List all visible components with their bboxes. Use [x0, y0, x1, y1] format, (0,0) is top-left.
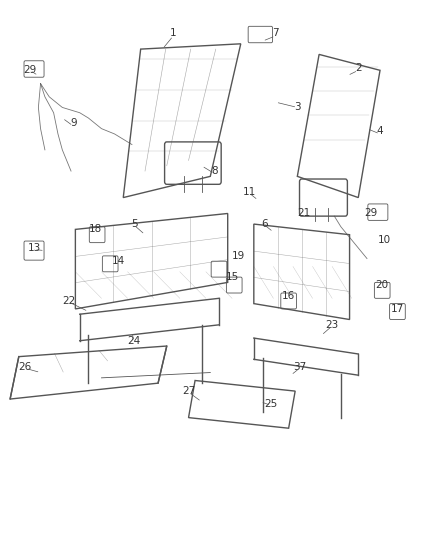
- Text: 19: 19: [232, 251, 245, 261]
- Text: 26: 26: [19, 362, 32, 372]
- Text: 10: 10: [378, 235, 391, 245]
- Text: 20: 20: [376, 280, 389, 290]
- Text: 8: 8: [212, 166, 218, 176]
- Text: 24: 24: [127, 336, 141, 346]
- Text: 18: 18: [88, 224, 102, 235]
- Text: 15: 15: [226, 272, 239, 282]
- Text: 2: 2: [355, 63, 362, 72]
- Text: 13: 13: [28, 243, 41, 253]
- Text: 9: 9: [70, 118, 77, 128]
- Text: 1: 1: [170, 28, 177, 38]
- Text: 22: 22: [62, 296, 75, 306]
- Text: 7: 7: [272, 28, 279, 38]
- Text: 5: 5: [131, 219, 138, 229]
- Text: 29: 29: [23, 66, 36, 75]
- Text: 25: 25: [265, 399, 278, 409]
- Text: 16: 16: [282, 290, 295, 301]
- Text: 11: 11: [243, 187, 256, 197]
- Text: 3: 3: [294, 102, 300, 112]
- Text: 37: 37: [293, 362, 306, 372]
- Text: 21: 21: [297, 208, 311, 219]
- Text: 27: 27: [182, 386, 195, 396]
- Text: 23: 23: [325, 320, 339, 330]
- Text: 29: 29: [365, 208, 378, 219]
- Text: 17: 17: [391, 304, 404, 314]
- Text: 14: 14: [112, 256, 126, 266]
- Text: 4: 4: [377, 126, 383, 136]
- Text: 6: 6: [261, 219, 268, 229]
